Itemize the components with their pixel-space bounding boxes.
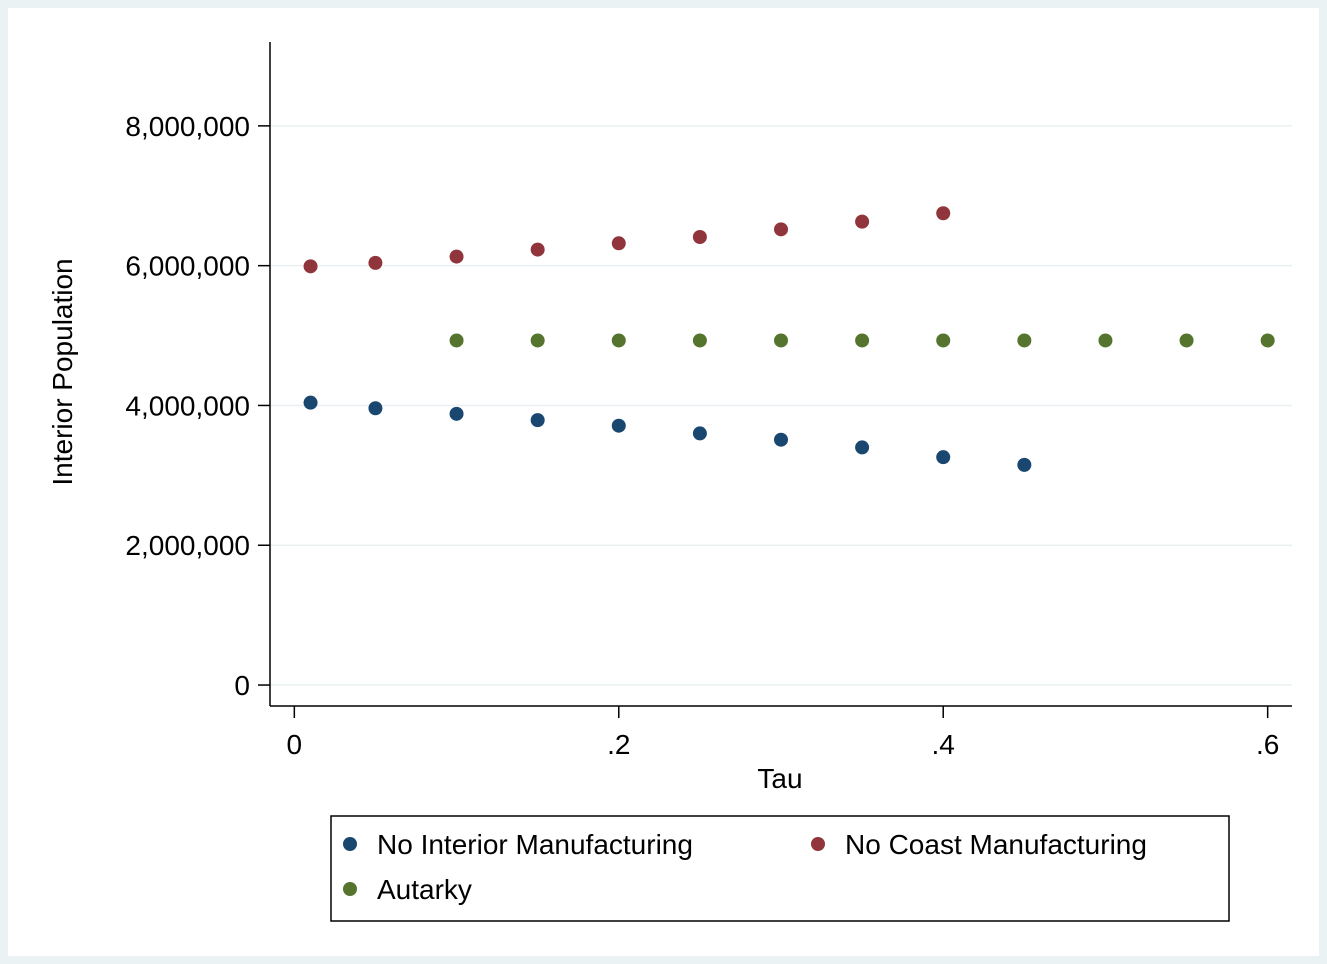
data-point <box>774 222 788 236</box>
legend-label: No Coast Manufacturing <box>845 829 1147 860</box>
data-point <box>693 333 707 347</box>
data-point <box>1017 333 1031 347</box>
y-tick-label: 8,000,000 <box>125 111 250 142</box>
y-tick-label: 6,000,000 <box>125 251 250 282</box>
legend: No Interior Manufacturing No Coast Manufa… <box>331 816 1229 921</box>
data-point <box>612 236 626 250</box>
scatter-chart: 0 2,000,000 4,000,000 6,000,000 8,000,000 0 .2… <box>8 8 1319 956</box>
data-point <box>612 333 626 347</box>
x-tick-label: 0 <box>287 729 303 760</box>
y-tick-label: 4,000,000 <box>125 390 250 421</box>
data-point <box>855 333 869 347</box>
legend-marker <box>343 837 357 851</box>
data-point <box>936 450 950 464</box>
legend-marker <box>811 837 825 851</box>
data-point <box>693 230 707 244</box>
data-point <box>531 243 545 257</box>
x-tick-label: .4 <box>932 729 955 760</box>
x-axis-title: Tau <box>757 763 802 794</box>
chart-frame: 0 2,000,000 4,000,000 6,000,000 8,000,000 0 .2… <box>8 8 1319 956</box>
data-point <box>450 407 464 421</box>
data-point <box>855 215 869 229</box>
data-point <box>855 440 869 454</box>
data-point <box>936 333 950 347</box>
x-tick-label: .6 <box>1256 729 1279 760</box>
data-point <box>304 396 318 410</box>
data-point <box>450 250 464 264</box>
legend-label: Autarky <box>377 874 472 905</box>
x-tick-label: .2 <box>607 729 630 760</box>
data-point <box>693 426 707 440</box>
data-point <box>368 401 382 415</box>
legend-marker <box>343 882 357 896</box>
plot-area <box>270 42 1292 706</box>
data-point <box>368 256 382 270</box>
y-tick-label: 2,000,000 <box>125 530 250 561</box>
data-point <box>1261 333 1275 347</box>
data-point <box>1017 458 1031 472</box>
data-point <box>774 433 788 447</box>
data-point <box>304 259 318 273</box>
y-axis-title: Interior Population <box>47 258 78 485</box>
data-point <box>1098 333 1112 347</box>
data-point <box>774 333 788 347</box>
data-point <box>612 419 626 433</box>
legend-label: No Interior Manufacturing <box>377 829 693 860</box>
data-point <box>531 333 545 347</box>
data-point <box>531 413 545 427</box>
y-tick-label: 0 <box>234 670 250 701</box>
data-point <box>936 206 950 220</box>
data-point <box>450 333 464 347</box>
data-point <box>1180 333 1194 347</box>
